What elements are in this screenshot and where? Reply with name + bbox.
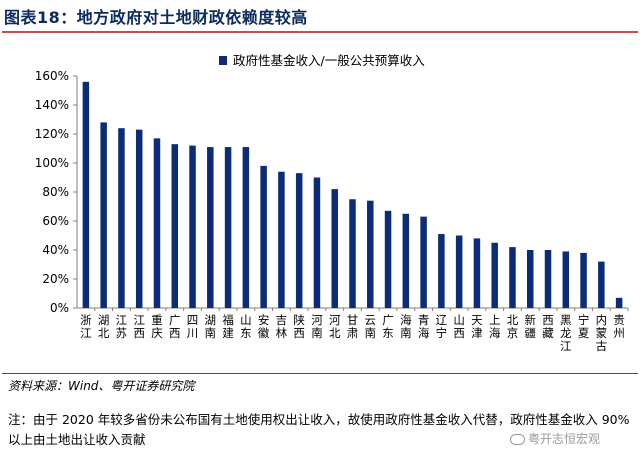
chart-legend: 政府性基金收入/一般公共预算收入 xyxy=(219,53,425,68)
bar xyxy=(598,261,605,308)
bar xyxy=(384,210,392,308)
x-tick-label: 安徽 xyxy=(258,313,270,340)
y-tick-label: 0% xyxy=(50,301,69,315)
x-tick-label: 江苏 xyxy=(116,313,128,340)
bar xyxy=(455,235,463,308)
bar xyxy=(349,199,356,308)
x-tick-label: 福建 xyxy=(222,313,234,340)
bar xyxy=(100,122,107,309)
x-tick-label: 广西 xyxy=(169,313,181,340)
x-tick-label: 新疆 xyxy=(524,313,536,340)
chart-title: 图表18：地方政府对土地财政依赖度较高 xyxy=(4,8,308,27)
y-tick-label: 20% xyxy=(42,272,69,286)
x-tick-label: 贵州 xyxy=(613,313,625,340)
x-tick-label: 广东 xyxy=(382,313,394,340)
watermark-text: 粤开志恒宏观 xyxy=(528,432,601,446)
x-tick-label: 陕西 xyxy=(293,313,305,340)
y-tick-label: 40% xyxy=(42,243,69,257)
bar xyxy=(189,145,196,308)
y-tick-label: 80% xyxy=(42,185,69,199)
x-tick-label: 湖南 xyxy=(205,313,217,340)
footer-rule xyxy=(2,373,638,374)
bar xyxy=(278,171,285,308)
x-tick-label: 西藏 xyxy=(542,313,554,340)
x-tick-label: 山东 xyxy=(240,313,252,340)
bar xyxy=(438,234,445,308)
watermark: 粤开志恒宏观 xyxy=(510,430,600,447)
chart-bars xyxy=(82,81,623,309)
bar-chart: 0% 20% 40% 60% 80% 100% 120% 140% 160% 浙江湖北江苏江西重… xyxy=(35,53,629,353)
bar xyxy=(544,250,552,308)
x-tick-label: 甘肃 xyxy=(347,313,359,340)
bar xyxy=(331,189,338,308)
bar xyxy=(402,213,410,308)
bar xyxy=(207,147,214,308)
y-tick-label: 120% xyxy=(35,127,69,141)
bar xyxy=(420,216,427,308)
x-tick-label: 上海 xyxy=(489,313,501,340)
title-rule xyxy=(2,31,638,33)
x-tick-label: 北京 xyxy=(507,313,519,340)
source-text: 资料来源：Wind、粤开证券研究院 xyxy=(8,379,195,393)
x-tick-label: 重庆 xyxy=(151,313,163,340)
x-tick-label: 内蒙古 xyxy=(596,313,608,353)
x-tick-label: 黑龙江 xyxy=(560,313,572,353)
bar xyxy=(367,200,374,308)
x-tick-label: 青海 xyxy=(418,313,430,340)
bar xyxy=(242,147,250,308)
x-tick-label: 辽宁 xyxy=(436,313,448,340)
legend-swatch xyxy=(219,56,227,65)
bar xyxy=(135,129,143,308)
bar xyxy=(260,165,267,308)
bar xyxy=(526,250,534,308)
bar xyxy=(580,252,587,308)
x-tick-label: 河北 xyxy=(329,313,341,340)
y-tick-label: 60% xyxy=(42,214,69,228)
y-tick-label: 160% xyxy=(35,69,69,83)
bar xyxy=(118,128,125,308)
x-tick-label: 天津 xyxy=(471,313,483,340)
note-text: 注：由于 2020 年较多省份未公布国有土地使用权出让收入，故使用政府性基金收入… xyxy=(8,412,630,447)
chart-axes: 0% 20% 40% 60% 80% 100% 120% 140% 160% xyxy=(35,69,629,315)
wechat-icon xyxy=(510,434,525,445)
x-tick-label: 云南 xyxy=(365,313,377,340)
x-tick-label: 海南 xyxy=(400,313,412,340)
bar xyxy=(562,251,570,308)
bar xyxy=(295,173,303,308)
bar xyxy=(491,242,498,308)
x-tick-label: 宁夏 xyxy=(578,313,590,340)
x-axis-labels: 浙江湖北江苏江西重庆广西四川湖南福建山东安徽吉林陕西河南河北甘肃云南广东海南青海… xyxy=(80,313,625,353)
bar xyxy=(509,247,516,308)
bar xyxy=(82,81,90,308)
x-tick-label: 山西 xyxy=(453,313,465,340)
x-tick-label: 江西 xyxy=(133,313,145,340)
x-tick-label: 四川 xyxy=(187,313,199,340)
bar xyxy=(473,238,481,308)
bar xyxy=(313,177,321,308)
bar xyxy=(153,138,161,308)
bar xyxy=(224,147,232,308)
x-tick-label: 河南 xyxy=(311,313,323,340)
bar xyxy=(171,144,179,308)
legend-label: 政府性基金收入/一般公共预算收入 xyxy=(233,53,425,68)
x-tick-label: 浙江 xyxy=(80,313,92,340)
bar xyxy=(615,297,623,308)
y-tick-label: 100% xyxy=(35,156,69,170)
x-tick-label: 湖北 xyxy=(98,313,110,340)
y-tick-label: 140% xyxy=(35,98,69,112)
x-tick-label: 吉林 xyxy=(276,313,288,340)
